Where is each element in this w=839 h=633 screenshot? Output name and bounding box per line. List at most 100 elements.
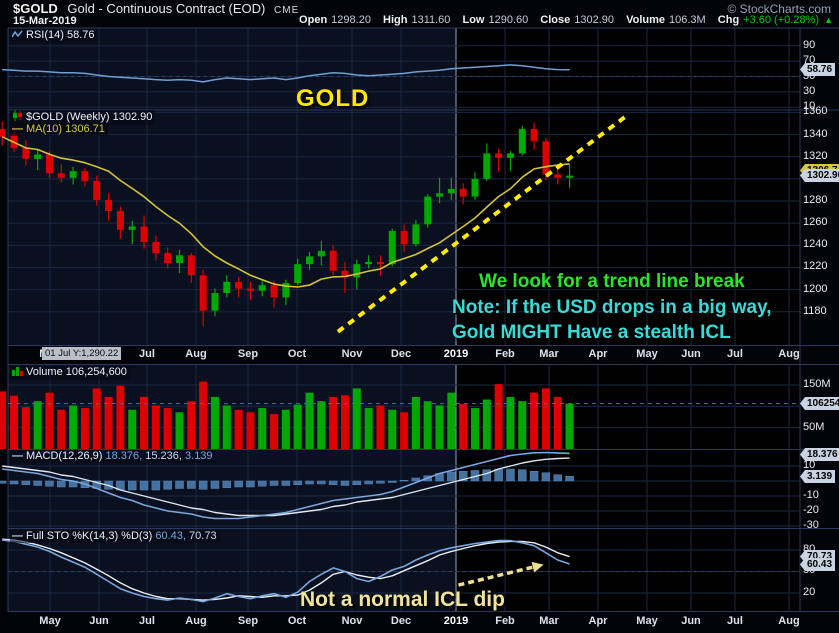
y-axis-tick: 1340 [803, 127, 828, 140]
y-axis-tick: 20 [803, 585, 816, 598]
crosshair-xaxis-badge: 01 Jul Y:1,290.22 [42, 347, 122, 360]
sto-k-badge: 60.43 [800, 558, 836, 571]
y-axis-tick: 1260 [803, 216, 828, 229]
volume-bars-icon [12, 366, 23, 379]
macd-value-2: 15.236, [145, 450, 182, 462]
x-axis-month-label: Jul [727, 615, 743, 627]
x-axis-month-label: May [39, 615, 61, 627]
y-axis-tick: 150M [803, 377, 831, 390]
y-axis-tick: 10 [803, 100, 816, 113]
x-axis-month-label: May [636, 615, 658, 627]
x-axis-month-label: Jul [139, 615, 155, 627]
rsi-last-badge: 58.76 [800, 63, 836, 76]
y-axis-tick: 90 [803, 38, 816, 51]
macd-value-3: 3.139 [185, 450, 213, 462]
macd-value-1: 18.376, [105, 450, 143, 462]
stochastic-value-k: 60.43, [155, 530, 186, 542]
x-axis-month-label: Jun [89, 615, 109, 627]
x-axis-month-label: Feb [495, 348, 515, 360]
rsi-indicator-icon [11, 30, 23, 42]
annotation-usd-note-line1: Note: If the USD drops in a big way, [452, 297, 772, 318]
x-axis-months-middle: MayJunJulAugSepOctNovDec2019FebMarAprMay… [0, 348, 839, 366]
x-axis-month-label: Feb [495, 615, 515, 627]
close-label: Close [540, 14, 571, 26]
y-axis-tick: 1180 [803, 304, 827, 317]
x-axis-month-label: Oct [287, 348, 307, 360]
x-axis-month-label: Jul [139, 348, 155, 360]
x-axis-month-label: Dec [390, 615, 412, 627]
ma-line-icon: — [12, 123, 23, 135]
x-axis-month-label: Nov [341, 615, 363, 627]
x-axis-month-label: Aug [778, 615, 800, 627]
x-axis-month-label: Mar [539, 615, 559, 627]
volume-legend-label: Volume 106,254,600 [26, 366, 127, 378]
annotation-icl-dip: Not a normal ICL dip [300, 588, 505, 611]
quote-row: Open 1298.20 High 1311.60 Low 1290.60 Close… [290, 14, 833, 26]
x-axis-month-label: Jun [681, 615, 701, 627]
y-axis-tick: 1200 [803, 282, 828, 295]
price-legend-label: $GOLD (Weekly) 1302.90 [26, 111, 153, 123]
x-axis-month-label: Jun [681, 348, 701, 360]
annotation-usd-note-line2: Gold MIGHT Have a stealth ICL [452, 322, 731, 343]
macd-line-icon: — [12, 450, 23, 462]
y-axis-tick: -10 [803, 489, 819, 501]
y-axis-tick: -20 [803, 504, 819, 516]
macd-hist-badge: 3.139 [800, 470, 836, 483]
chart-date: 15-Mar-2019 [13, 15, 77, 27]
exchange-label: CME [274, 5, 300, 16]
x-axis-months-bottom: May Jun Jul Aug Sep Oct Nov Dec 2019 Feb Mar Apr May… [0, 615, 839, 633]
volume-last-badge: 106254 [800, 397, 839, 410]
price-legend: $GOLD (Weekly) 1302.90 [10, 110, 156, 125]
stochastic-line-icon: — [12, 530, 23, 542]
x-axis-month-label: Apr [588, 348, 608, 360]
y-axis-tick: 1280 [803, 194, 828, 207]
rsi-legend-label: RSI(14) 58.76 [26, 29, 95, 41]
y-axis: 9070503010136013401320130012801260124012… [800, 0, 839, 633]
x-axis-month-label: Sep [237, 615, 259, 627]
volume-label: Volume [626, 14, 666, 26]
y-axis-tick: 1240 [803, 238, 828, 251]
copyright-link[interactable]: © StockCharts.com [727, 2, 831, 16]
ma-legend-label: MA(10) 1306.71 [26, 123, 105, 135]
symbol-label: $GOLD [13, 1, 58, 16]
macd-last-badge: 18.376 [800, 448, 839, 461]
ma-legend: — MA(10) 1306.71 [10, 123, 108, 136]
volume-legend: Volume 106,254,600 [10, 366, 130, 380]
y-axis-tick: 1360 [803, 105, 828, 118]
x-axis-month-label: Aug [185, 615, 207, 627]
price-last-badge: 1302.90 [800, 169, 839, 182]
volume-value: 106.3M [669, 14, 706, 26]
stochastic-legend: — Full STO %K(14,3) %D(3) 60.43, 70.73 [10, 530, 220, 543]
macd-legend: — MACD(12,26,9) 18.376, 15.236, 3.139 [10, 450, 216, 463]
x-axis-month-label: Jul [727, 348, 743, 360]
chg-value: +3.60 (+0.28%) [743, 14, 820, 26]
y-axis-tick: 1220 [803, 260, 828, 273]
high-value: 1311.60 [411, 14, 451, 26]
y-axis-tick: 1320 [803, 149, 828, 162]
x-axis-month-label: Oct [287, 615, 307, 627]
y-axis-tick: 30 [803, 84, 816, 97]
candlestick-icon [12, 110, 23, 124]
annotation-gold: GOLD [296, 85, 370, 112]
chg-up-arrow-icon: ▲ [824, 15, 833, 25]
x-axis-month-label: Nov [341, 348, 363, 360]
x-axis-month-label: Sep [237, 348, 259, 360]
y-axis-tick: -30 [803, 519, 819, 531]
x-axis-month-label: May [636, 348, 658, 360]
chart-header: $GOLD Gold - Continuous Contract (EOD) C… [13, 1, 299, 16]
x-axis-month-label: Aug [778, 348, 800, 360]
low-label: Low [462, 14, 485, 26]
x-axis-month-label: Apr [588, 615, 608, 627]
chg-label: Chg [717, 14, 740, 26]
x-axis-month-label: Aug [185, 348, 207, 360]
high-label: High [383, 14, 408, 26]
x-axis-month-label: 2019 [443, 615, 469, 627]
stochastic-value-d: 70.73 [189, 530, 217, 542]
x-axis-month-label: Dec [390, 348, 412, 360]
open-label: Open [299, 14, 328, 26]
y-axis-tick: 10 [803, 459, 816, 471]
annotation-trend-break: We look for a trend line break [479, 271, 745, 292]
low-value: 1290.60 [488, 14, 529, 26]
y-axis-tick: 50M [803, 420, 825, 433]
